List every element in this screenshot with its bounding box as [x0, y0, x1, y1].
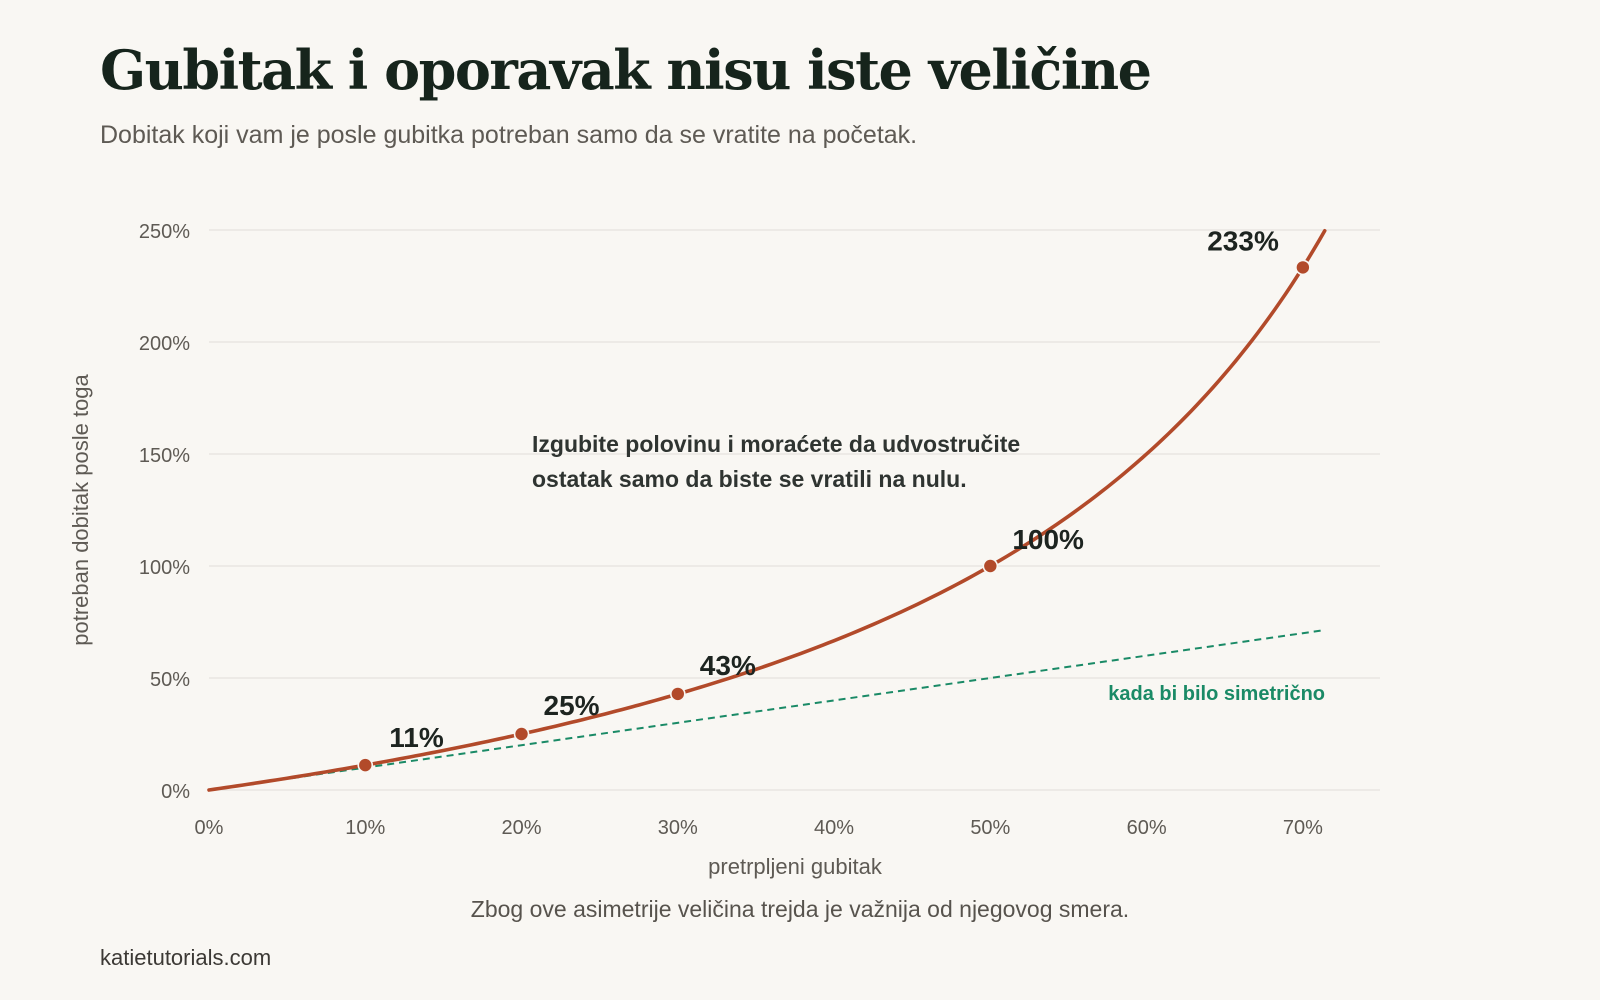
x-tick-label: 30%: [658, 817, 698, 839]
data-label: 43%: [700, 650, 756, 681]
y-tick-label: 100%: [139, 557, 190, 579]
data-point: [357, 757, 374, 773]
y-tick-label: 50%: [150, 669, 190, 691]
x-tick-label: 10%: [345, 817, 385, 839]
x-axis-label: pretrpljeni gubitak: [708, 854, 883, 879]
x-tick-label: 60%: [1127, 817, 1167, 839]
grid-layer: [209, 229, 1380, 791]
y-tick-label: 0%: [161, 781, 190, 803]
reference-line: [208, 629, 1325, 791]
data-label: 233%: [1207, 225, 1279, 256]
x-tick-label: 40%: [814, 817, 854, 839]
page-title: Gubitak i oporavak nisu iste veličine: [100, 38, 1152, 102]
y-tick-label: 250%: [139, 221, 190, 243]
annotation-line-2: ostatak samo da biste se vratili na nulu…: [532, 466, 967, 492]
tick-layer: 0% 50% 100% 150% 200% 250% 0% 10% 20% 30% 40% 50% 60…: [139, 221, 1323, 839]
data-label: 100%: [1012, 524, 1084, 555]
y-axis-label: potreban dobitak posle toga: [68, 373, 93, 645]
y-tick-label: 200%: [139, 333, 190, 355]
series-layer: [207, 228, 1327, 792]
data-point: [1295, 259, 1311, 276]
source-credit: katietutorials.com: [100, 945, 272, 970]
data-point: [513, 726, 530, 742]
data-point: [669, 686, 686, 702]
x-tick-label: 20%: [502, 817, 542, 839]
x-tick-label: 0%: [195, 817, 224, 839]
point-layer: 11% 25% 43% 100% 233%: [357, 225, 1311, 773]
annotation-line-1: Izgubite polovinu i moraćete da udvostru…: [532, 431, 1020, 457]
recovery-curve: [207, 228, 1327, 792]
data-point: [982, 558, 999, 574]
x-tick-label: 50%: [970, 817, 1010, 839]
footer-note: Zbog ove asimetrije veličina trejda je v…: [470, 896, 1130, 922]
y-tick-label: 150%: [139, 445, 190, 467]
reference-line-label: kada bi bilo simetrično: [1108, 683, 1325, 705]
x-tick-label: 70%: [1283, 817, 1323, 839]
data-label: 25%: [544, 690, 600, 721]
page-subtitle: Dobitak koji vam je posle gubitka potreb…: [100, 121, 918, 149]
data-label: 11%: [389, 722, 444, 753]
